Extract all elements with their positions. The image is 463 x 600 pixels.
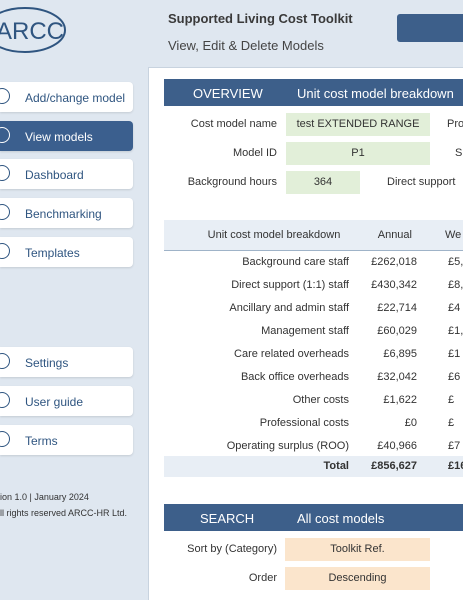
footer-text: ll rights reserved ARCC-HR Ltd. [0, 508, 128, 518]
nav-label: Dashboard [25, 168, 84, 182]
section-header: OVERVIEW Unit cost model breakdown [164, 79, 463, 106]
row-weekly: £ [448, 417, 455, 429]
row-label: Operating surplus (ROO) [226, 440, 349, 452]
nav-button[interactable]: View models [0, 121, 133, 151]
row-annual: £40,966 [377, 440, 417, 452]
total-weekly: £16 [448, 460, 463, 472]
row-weekly: £1 [448, 348, 461, 360]
nav-label: View models [25, 130, 93, 144]
section-title: SEARCH [200, 511, 255, 526]
column-header: Annual [377, 229, 412, 241]
row-weekly: £8, [448, 279, 463, 291]
dropdown[interactable]: Descending [285, 567, 430, 590]
row-annual: £262,018 [371, 256, 417, 268]
row-annual: £60,029 [377, 325, 417, 337]
logo: ARCC [0, 18, 65, 45]
nav-label: Settings [25, 356, 69, 370]
nav-button[interactable]: Templates [0, 237, 133, 267]
total-annual: £856,627 [371, 460, 417, 472]
row-weekly: £ [448, 394, 455, 406]
page-subtitle: View, Edit & Delete Models [168, 38, 324, 53]
dropdown[interactable]: Toolkit Ref. [285, 538, 430, 561]
app-title: Supported Living Cost Toolkit [168, 11, 353, 26]
nav-icon [0, 127, 10, 143]
column-header: Unit cost model breakdown [207, 229, 341, 241]
nav-label: Add/change model [25, 91, 126, 105]
nav-button[interactable]: Benchmarking [0, 198, 133, 228]
field-label: S [455, 147, 463, 159]
row-weekly: £4 [448, 302, 461, 314]
section-subtitle: All cost models [297, 511, 385, 526]
row-annual: £0 [404, 417, 417, 429]
logo-mark [0, 7, 66, 53]
field-label: Sort by (Category) [187, 543, 277, 555]
nav-icon [0, 204, 10, 220]
field-label: Order [248, 572, 277, 584]
field-label: Cost model name [190, 118, 277, 130]
nav-icon [0, 392, 10, 408]
nav-icon [0, 88, 10, 104]
field-value[interactable]: test EXTENDED RANGE [286, 113, 430, 136]
row-label: Other costs [292, 394, 349, 406]
footer-text: ion 1.0 | January 2024 [0, 492, 89, 502]
row-label: Professional costs [259, 417, 349, 429]
row-label: Management staff [261, 325, 349, 337]
row-weekly: £5, [448, 256, 463, 268]
section-subtitle: Unit cost model breakdown [297, 86, 454, 101]
nav-label: Terms [25, 434, 58, 448]
field-label: Direct support [387, 176, 456, 188]
row-annual: £32,042 [377, 371, 417, 383]
row-annual: £6,895 [383, 348, 417, 360]
table-header [164, 220, 463, 251]
column-header: We [445, 229, 462, 241]
total-label: Total [323, 460, 349, 472]
field-value[interactable]: P1 [286, 142, 430, 165]
nav-button[interactable]: User guide [0, 386, 133, 416]
nav-label: User guide [25, 395, 84, 409]
nav-icon [0, 431, 10, 447]
nav-icon [0, 243, 10, 259]
field-value[interactable]: 364 [286, 171, 360, 194]
row-annual: £430,342 [371, 279, 417, 291]
row-label: Back office overheads [240, 371, 349, 383]
nav-button[interactable]: Add/change model [0, 82, 133, 112]
nav-button[interactable]: Dashboard [0, 159, 133, 189]
section-title: OVERVIEW [193, 86, 263, 101]
row-label: Direct support (1:1) staff [231, 279, 349, 291]
nav-button[interactable]: Terms [0, 425, 133, 455]
field-label: Background hours [187, 176, 277, 188]
row-weekly: £6 [448, 371, 461, 383]
row-annual: £1,622 [383, 394, 417, 406]
section-header: SEARCH All cost models [164, 504, 463, 531]
nav-label: Benchmarking [25, 207, 102, 221]
row-weekly: £1, [448, 325, 463, 337]
field-label: Model ID [232, 147, 277, 159]
nav-icon [0, 353, 10, 369]
nav-button[interactable]: Settings [0, 347, 133, 377]
nav-icon [0, 165, 10, 181]
nav-label: Templates [25, 246, 80, 260]
row-label: Ancillary and admin staff [229, 302, 349, 314]
field-label: Pro [447, 118, 463, 130]
header-button[interactable] [397, 14, 463, 42]
row-label: Background care staff [242, 256, 349, 268]
row-label: Care related overheads [234, 348, 349, 360]
row-annual: £22,714 [377, 302, 417, 314]
total-row [164, 456, 463, 477]
row-weekly: £7 [448, 440, 461, 452]
